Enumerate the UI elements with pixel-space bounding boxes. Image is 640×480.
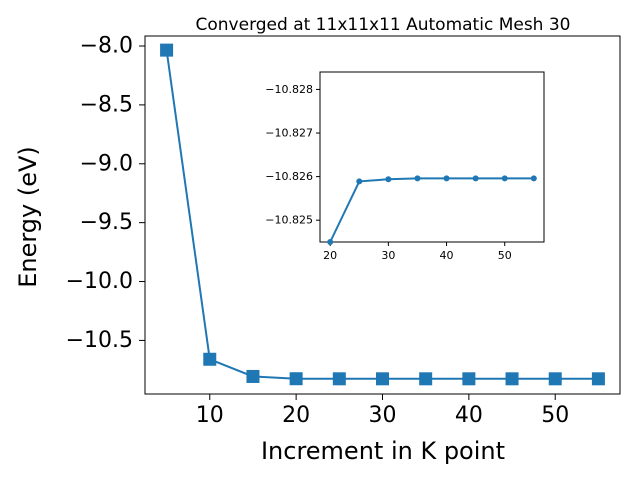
- inset-data-point: [385, 176, 392, 183]
- inset-data-point: [472, 175, 479, 182]
- inset-x-tick-label: 20: [323, 249, 337, 262]
- main-data-point: [548, 372, 562, 386]
- inset-data-point: [327, 239, 334, 245]
- main-data-point: [160, 43, 174, 57]
- inset-x-tick-label: 30: [381, 249, 395, 262]
- main-y-tick-label: −10.0: [66, 269, 133, 294]
- inset-data-point: [414, 175, 421, 182]
- main-data-point: [246, 369, 260, 383]
- inset-y-tick-label: −10.825: [265, 214, 313, 227]
- main-axes: 10 20 30 40 50 −8.0 −8.5 −9.0 −9.5 −10.0 −10.5: [66, 34, 621, 428]
- x-axis-title: Increment in K point: [261, 437, 505, 465]
- y-axis-title: Energy (eV): [14, 146, 42, 288]
- main-data-point: [462, 372, 476, 386]
- main-x-tick-label: 30: [369, 403, 397, 428]
- main-data-point: [203, 352, 217, 366]
- main-data-point: [505, 372, 519, 386]
- main-x-tick-label: 40: [455, 403, 483, 428]
- main-data-point: [419, 372, 433, 386]
- main-y-tick-label: −9.5: [80, 210, 133, 235]
- main-y-tick-label: −9.0: [80, 151, 133, 176]
- inset-axes: 20 30 40 50 −10.828 −10.827 −10.826 −10.825: [265, 71, 545, 262]
- inset-data-point: [501, 175, 508, 182]
- inset-data-point: [530, 175, 537, 182]
- inset-data-point: [443, 175, 450, 182]
- inset-background: [320, 72, 544, 242]
- inset-axes-frame: [319, 71, 545, 243]
- main-data-point: [376, 372, 389, 386]
- main-data-point: [591, 372, 605, 386]
- main-x-tick-label: 20: [282, 403, 310, 428]
- main-x-tick-label: 50: [541, 403, 569, 428]
- main-y-tick-label: −10.5: [66, 328, 133, 353]
- inset-x-tick-label: 50: [498, 249, 512, 262]
- inset-y-tick-label: −10.826: [265, 170, 313, 183]
- chart-title: Converged at 11x11x11 Automatic Mesh 30: [196, 15, 571, 35]
- main-y-tick-label: −8.0: [80, 34, 133, 59]
- inset-x-tick-label: 40: [440, 249, 454, 262]
- inset-data-point: [356, 178, 363, 185]
- main-data-point: [332, 372, 346, 386]
- inset-y-tick-label: −10.827: [265, 127, 313, 140]
- main-y-tick-label: −8.5: [80, 92, 133, 117]
- main-x-tick-label: 10: [196, 403, 224, 428]
- inset-series-line: [329, 177, 534, 243]
- inset-y-tick-label: −10.828: [265, 83, 313, 96]
- main-data-point: [289, 372, 303, 386]
